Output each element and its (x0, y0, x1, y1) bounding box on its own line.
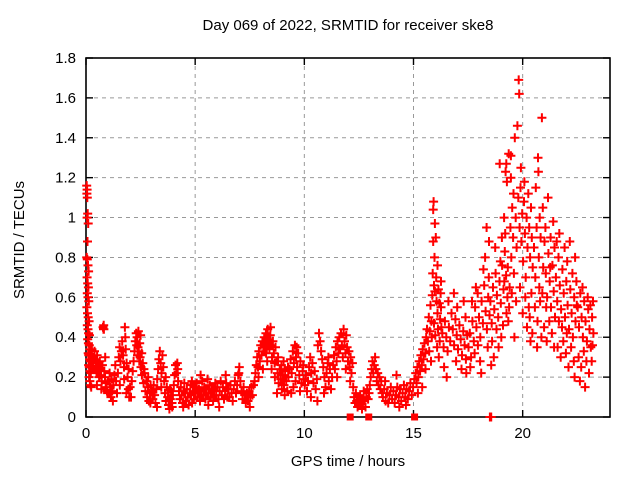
zero-marker-square (346, 413, 354, 421)
y-tick-label: 1.4 (55, 130, 76, 147)
x-tick-label: 20 (514, 425, 531, 442)
x-tick-labels: 0 5 10 15 20 (82, 425, 531, 442)
y-axis-label: SRMTID / TECUs (11, 181, 28, 299)
y-tick-label: 0.4 (55, 329, 76, 346)
x-tick-label: 10 (296, 425, 313, 442)
plus-markers (82, 75, 598, 422)
x-tick-label: 0 (82, 425, 90, 442)
y-tick-label: 0 (68, 409, 76, 426)
y-tick-label: 1.2 (55, 170, 76, 187)
scatter-points (82, 75, 598, 422)
y-tick-label: 1 (68, 210, 76, 227)
gridlines (86, 58, 610, 417)
zero-marker-square (411, 413, 419, 421)
x-tick-label: 5 (191, 425, 199, 442)
y-tick-label: 0.6 (55, 289, 76, 306)
y-tick-label: 0.2 (55, 369, 76, 386)
chart-title: Day 069 of 2022, SRMTID for receiver ske… (203, 17, 494, 34)
y-tick-label: 1.6 (55, 90, 76, 107)
y-tick-label: 1.8 (55, 50, 76, 67)
y-tick-label: 0.8 (55, 249, 76, 266)
x-tick-label: 15 (405, 425, 422, 442)
x-axis-label: GPS time / hours (291, 453, 405, 470)
y-tick-labels: 0 0.2 0.4 0.6 0.8 1 1.2 1.4 1.6 1.8 (55, 50, 76, 426)
zero-marker-square (365, 413, 373, 421)
